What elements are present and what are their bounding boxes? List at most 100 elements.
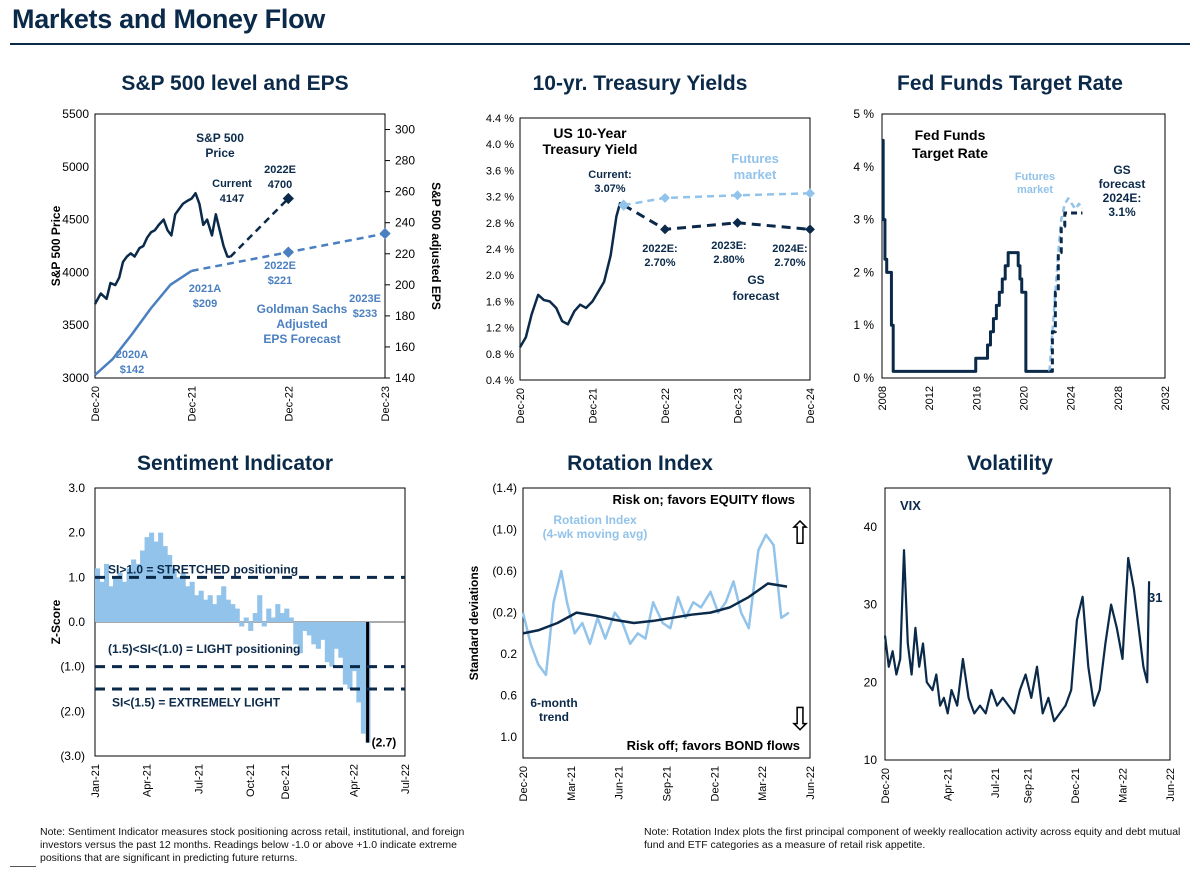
treasury-ytick-8: 3.6 % [486,165,514,177]
sp500-price-line [93,191,231,305]
sentiment-bar-0 [95,568,101,622]
treasury-ytick-1: 0.8 % [486,349,514,361]
panel-title-sp500: S&P 500 level and EPS [121,72,349,95]
volatility-xtick-0: Dec-20 [880,768,892,803]
sentiment-xtick-2: Jul-21 [193,764,205,794]
volatility-xtick-1: Apr-21 [943,768,955,801]
sentiment-xtick-4: Dec-21 [280,764,292,799]
title-rule [10,43,1190,45]
sentiment-bar-27 [216,595,222,622]
sp500-y2tick-7: 280 [395,154,415,168]
fedfunds-ytick-2: 2 % [853,265,874,279]
rotation-xtick-5: Mar-22 [757,766,769,801]
sentiment-bar-44 [293,622,299,645]
sentiment-bar-51 [324,622,330,663]
fedfunds-gs-0: GS [1113,163,1130,177]
fedfunds-gs-1: forecast [1099,177,1146,191]
panel-title-treasury: 10-yr. Treasury Yields [532,72,748,95]
sentiment-ytick-3: 0.0 [68,615,85,629]
volatility-plot-frame [884,487,1171,761]
panel-sentiment: Sentiment Indicator (3.0) (2.0) (1.0) 0.0 1.… [20,442,450,822]
sentiment-bar-36 [257,595,263,622]
rotation-xtick-3: Sep-21 [662,766,674,801]
rotation-ylabel: Standard deviations [467,565,481,680]
sp500-2022e-1: 4700 [268,179,292,191]
sentiment-bar-9 [135,563,141,622]
sp500-xtick-2: Dec-22 [283,386,295,421]
sentiment-bar-50 [320,622,326,640]
treasury-ytick-5: 2.4 % [486,244,514,256]
treasury-current-0: Current: [588,169,631,181]
sentiment-bar-48 [311,622,317,645]
sp500-eps-marker-1 [379,227,391,240]
note-sentiment: Note: Sentiment Indicator measures stock… [40,826,465,864]
sentiment-bar-6 [122,581,128,622]
volatility-vix-line [883,549,1151,723]
sentiment-bar-52 [329,622,335,667]
sentiment-bar-26 [212,604,218,622]
sp500-y2tick-5: 240 [395,216,415,230]
sp500-eps2022-0: 2022E [264,260,296,272]
fedfunds-xtick-0: 2008 [877,386,889,410]
fedfunds-gs-2: 2024E: [1103,191,1142,205]
sp500-eps2020-1: $142 [120,364,144,376]
rotation-index-line [521,533,790,677]
sentiment-stretched-label: SI>1.0 = STRETCHED positioning [108,562,298,576]
sentiment-bar-59 [360,622,366,734]
treasury-ytick-0: 0.4 % [486,375,514,387]
rotation-xtick-1: Mar-21 [566,766,578,801]
sentiment-ytick-5: 2.0 [68,526,85,540]
rotation-xtick-2: Jun-21 [614,766,626,800]
treasury-ytick-3: 1.6 % [486,296,514,308]
rotation-xtick-4: Dec-21 [709,766,721,801]
volatility-ytick-0: 10 [864,753,878,767]
sp500-ytick-3: 4500 [62,213,89,227]
rotation-risk-off: Risk off; favors BOND flows [627,738,800,753]
sentiment-ytick-0: (3.0) [60,749,85,763]
treasury-yield-line [518,201,625,348]
treasury-xtick-4: Dec-24 [805,388,817,423]
sp500-y2label: S&P 500 adjusted EPS [429,182,443,310]
sentiment-bar-53 [333,622,339,649]
sentiment-bar-29 [225,599,231,622]
treasury-ytick-9: 4.0 % [486,139,514,151]
sp500-ytick-1: 3500 [62,318,89,332]
fedfunds-xtick-3: 2020 [1019,386,1031,410]
panel-rotation: Rotation Index (1.4) (1.0) (0.6) (0.2) 0.2 0.… [450,442,830,822]
rotation-ytick-0: (1.4) [492,481,517,495]
rotation-xtick-0: Dec-20 [518,766,530,801]
sp500-gs-label-2: EPS Forecast [263,332,340,346]
sp500-y2tick-4: 220 [395,247,415,261]
sp500-y2tick-8: 300 [395,123,415,137]
treasury-xtick-0: Dec-20 [515,388,527,423]
fedfunds-ytick-5: 5 % [853,107,874,121]
fedfunds-xtick-1: 2012 [924,386,936,410]
sp500-ytick-4: 5000 [62,160,89,174]
volatility-xtick-5: Mar-22 [1118,768,1130,803]
rotation-ytick-2: (0.6) [492,564,517,578]
sp500-xtick-0: Dec-20 [90,386,102,421]
panel-fedfunds: Fed Funds Target Rate 0 % 1 % 2 % 3 % 4 % 5 %… [830,62,1190,442]
rotation-ytick-6: 1.0 [500,730,517,744]
sp500-ytick-5: 5500 [62,107,89,121]
fedfunds-label-0: Fed Funds [915,127,986,143]
sentiment-bar-39 [270,617,276,622]
panel-treasury: 10-yr. Treasury Yields 0.4 % 0.8 % 1.2 % 1.… [450,62,830,442]
sentiment-bar-57 [351,622,357,672]
sentiment-light-label: (1.5)<SI<(1.0) = LIGHT positioning [108,642,300,656]
panel-sp500: S&P 500 level and EPS 3000 3500 4000 4500 50… [20,62,450,442]
sentiment-bar-46 [302,622,308,631]
rotation-ytick-4: 0.2 [500,647,517,661]
treasury-xtick-1: Dec-21 [588,388,600,423]
sentiment-bar-16 [167,555,173,622]
sp500-plot-frame [94,113,386,379]
sentiment-xtick-3: Oct-21 [245,764,257,797]
rotation-trend-label-1: trend [539,710,569,724]
sp500-eps2021-0: 2021A [189,283,221,295]
sp500-xtick-1: Dec-21 [187,386,199,421]
sp500-eps2020-0: 2020A [116,349,148,361]
sentiment-ytick-1: (2.0) [60,704,85,718]
sentiment-bar-7 [126,568,132,622]
rotation-plot-frame [522,487,811,759]
sentiment-bar-11 [144,537,150,622]
